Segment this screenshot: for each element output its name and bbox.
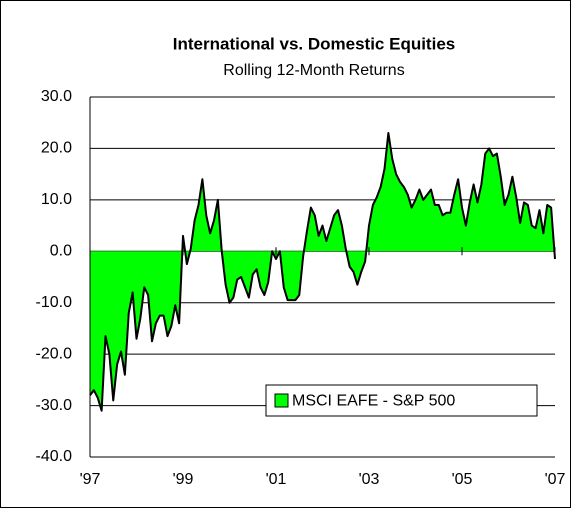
y-tick-label: 10.0 xyxy=(41,191,72,208)
legend-box xyxy=(265,384,538,417)
y-tick-label: 20.0 xyxy=(41,140,72,157)
x-tick-label: '03 xyxy=(359,471,380,488)
line xyxy=(89,132,556,412)
y-tick-label: -30.0 xyxy=(36,397,73,414)
chart-title: International vs. Domestic Equities xyxy=(173,34,455,53)
legend-swatch xyxy=(274,393,289,408)
y-tick-label: -40.0 xyxy=(36,448,73,465)
x-tick-label: '99 xyxy=(173,471,194,488)
y-tick-label: 0.0 xyxy=(50,243,72,260)
x-tick-label: '07 xyxy=(545,471,566,488)
x-tick-label: '97 xyxy=(80,471,101,488)
x-tick-label: '01 xyxy=(266,471,287,488)
y-tick-label: -10.0 xyxy=(36,294,73,311)
legend-label: MSCI EAFE - S&P 500 xyxy=(292,393,455,410)
x-tick-label: '05 xyxy=(452,471,473,488)
y-tick-label: -20.0 xyxy=(36,345,73,362)
chart-subtitle: Rolling 12-Month Returns xyxy=(223,62,404,79)
y-tick-label: 30.0 xyxy=(41,88,72,105)
